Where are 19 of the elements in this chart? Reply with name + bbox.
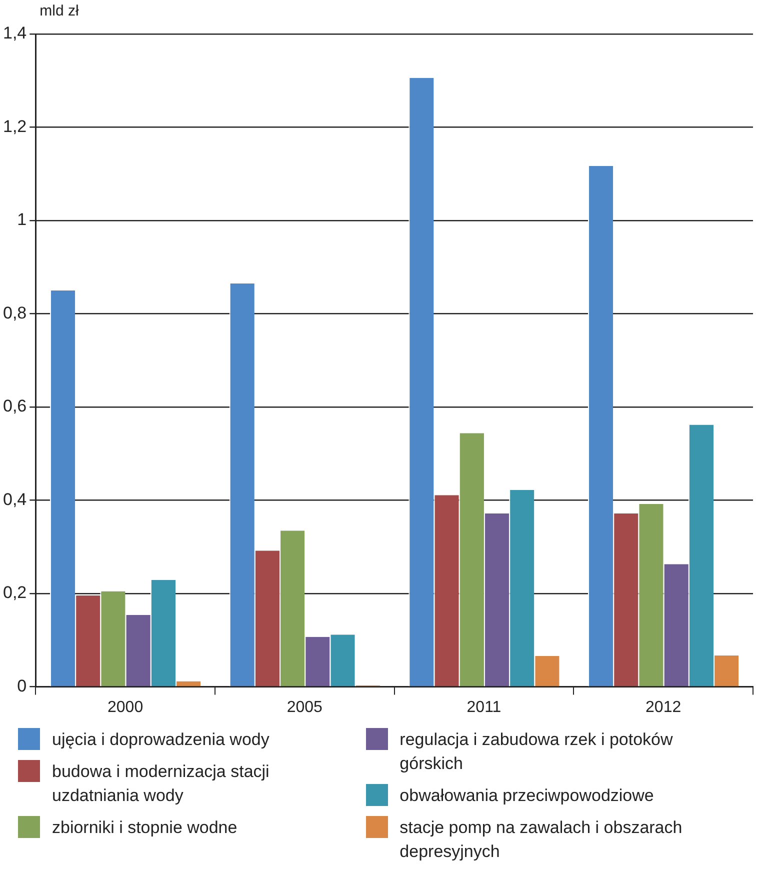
legend-label: obwałowania przeciwpowodziowe [400,785,655,807]
legend-label: regulacja i zabudowa rzek i potoków górskich [400,729,674,775]
y-axis-title: mld zł [40,2,80,20]
y-tick-label: 1,4 [2,24,27,43]
x-tick-label: 2000 [108,698,144,716]
y-tick-label: 0,6 [2,396,27,416]
x-tick-label: 2005 [286,698,323,716]
legend-label: stacje pomp na zawalach i obszarach depresyjnych [400,817,684,863]
y-tick-label: 0,2 [2,583,27,602]
y-tick-label: 1 [17,210,27,230]
x-tick-label: 2011 [466,698,502,716]
y-tick-label: 0,4 [2,490,27,509]
legend-label: ujęcia i doprowadzenia wody [52,729,270,751]
y-tick-label: 0 [17,676,27,696]
legend-label: budowa i modernizacja stacji uzdatniania wody [52,761,270,807]
y-tick-label: 0,8 [2,303,27,322]
y-tick-label: 1,2 [2,116,27,136]
x-tick-label: 2012 [646,698,682,716]
legend-label: zbiorniki i stopnie wodne [52,817,238,839]
